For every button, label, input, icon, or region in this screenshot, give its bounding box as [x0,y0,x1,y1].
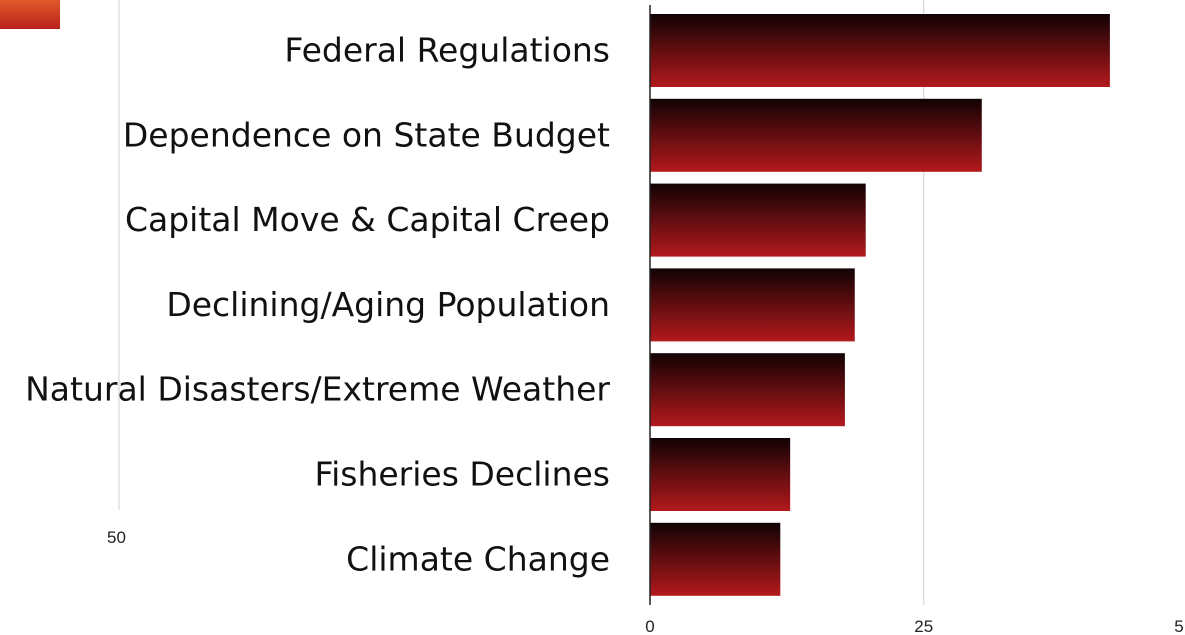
stray-tick-label: 50 [107,528,126,547]
category-label: Natural Disasters/Extreme Weather [25,370,610,409]
x-tick-labels: 0 25 5 [645,617,1183,635]
bar [650,438,791,511]
category-label: Federal Regulations [284,31,610,70]
category-label: Climate Change [346,539,610,578]
x-tick-label: 5 [1174,617,1183,635]
category-label: Dependence on State Budget [123,115,610,154]
x-tick-label: 25 [914,617,933,635]
bar [650,268,855,342]
bar [650,353,845,427]
x-tick-label: 0 [645,617,654,635]
bar [650,98,982,172]
bar [650,183,866,257]
category-label: Fisheries Declines [315,455,611,494]
legend-swatch [0,0,60,29]
bar [650,14,1110,87]
category-label: Capital Move & Capital Creep [125,200,610,239]
bar [650,522,781,596]
bars [650,14,1110,596]
category-label: Declining/Aging Population [166,285,610,324]
category-labels: Federal Regulations Dependence on State B… [25,31,610,579]
